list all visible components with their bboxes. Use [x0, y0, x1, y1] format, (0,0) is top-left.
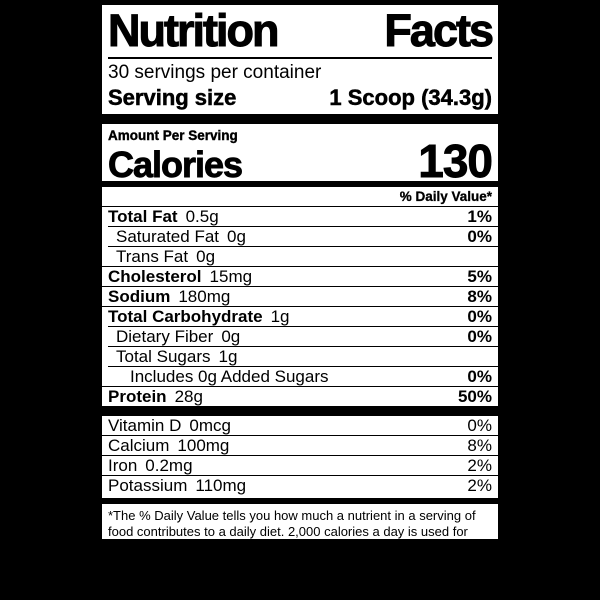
micronutrient-row-iron: Iron 0.2mg 2% — [102, 455, 498, 475]
nutrient-row-saturated-fat: Saturated Fat 0g 0% — [108, 226, 498, 246]
nutrient-name: Total Carbohydrate — [108, 307, 263, 326]
servings-per-container: 30 servings per container — [108, 62, 322, 83]
nutrient-row-total-carbohydrate: Total Carbohydrate 1g 0% — [102, 306, 498, 326]
separator-bar-thick-middle — [102, 406, 498, 416]
nutrient-name: Cholesterol — [108, 267, 202, 286]
nutrient-amount: 0.5g — [185, 207, 219, 226]
nutrient-name: Total Fat — [108, 207, 178, 226]
serving-size-value: 1 Scoop (34.3g) — [329, 85, 492, 111]
nutrient-row-cholesterol: Cholesterol 15mg 5% — [102, 266, 498, 286]
nutrient-amount: 15mg — [209, 267, 253, 286]
micronutrient-name: Calcium — [108, 436, 170, 455]
micronutrient-amount: 0mcg — [189, 416, 231, 435]
nutrient-amount: 0g — [196, 247, 216, 266]
separator-bar-footnote — [102, 498, 498, 504]
nutrient-name: Dietary Fiber — [116, 327, 214, 346]
micronutrient-name: Vitamin D — [108, 416, 182, 435]
daily-value-header: % Daily Value* — [399, 189, 493, 204]
nutrient-amount: 0g — [227, 227, 246, 246]
label-title: Nutrition Facts — [108, 5, 495, 56]
nutrient-percent: 50% — [457, 387, 492, 406]
micronutrient-name: Potassium — [108, 476, 188, 495]
nutrition-facts-label: Nutrition Facts 30 servings per containe… — [100, 3, 500, 541]
micronutrient-percent: 0% — [467, 416, 492, 435]
nutrient-name: Saturated Fat — [116, 227, 220, 246]
nutrient-percent: 1% — [467, 207, 492, 226]
nutrient-row-total-fat: Total Fat 0.5g 1% — [102, 206, 498, 226]
separator-bar-calories — [102, 181, 498, 187]
nutrient-amount: 0g — [221, 327, 241, 346]
nutrient-name: Protein — [108, 387, 167, 406]
amount-per-serving-label: Amount Per Serving — [108, 128, 238, 143]
nutrient-percent: 0% — [467, 307, 492, 326]
micronutrient-amount: 110mg — [195, 476, 247, 495]
nutrient-row-dietary-fiber: Dietary Fiber 0g 0% — [108, 326, 498, 346]
calories-label: Calories — [108, 144, 244, 185]
micronutrient-percent: 2% — [467, 476, 492, 495]
nutrient-name: Total Sugars — [116, 347, 211, 366]
nutrient-row-total-sugars: Total Sugars 1g — [108, 346, 498, 366]
nutrient-amount: 1g — [270, 307, 290, 326]
nutrient-percent: 0% — [467, 367, 492, 386]
nutrient-name: Sodium — [108, 287, 171, 306]
separator-bar-thick-top — [102, 114, 498, 124]
micronutrient-amount: 0.2mg — [145, 456, 193, 475]
nutrient-amount: 1g — [218, 347, 238, 366]
nutrient-percent: 0% — [467, 227, 492, 246]
calories-row: Calories 130 — [102, 135, 498, 187]
micronutrient-row-potassium: Potassium 110mg 2% — [102, 475, 498, 495]
nutrient-name: Includes 0g Added Sugars — [130, 367, 329, 386]
micronutrient-percent: 8% — [467, 436, 492, 455]
title-underline — [108, 57, 492, 59]
daily-value-footnote: *The % Daily Value tells you how much a … — [108, 508, 476, 539]
micronutrient-row-calcium: Calcium 100mg 8% — [102, 435, 498, 455]
nutrient-percent: 0% — [467, 327, 492, 346]
nutrient-row-added-sugars: Includes 0g Added Sugars 0% — [108, 366, 498, 386]
nutrient-row-protein: Protein 28g 50% — [102, 386, 498, 406]
nutrient-percent: 8% — [467, 287, 492, 306]
micronutrient-percent: 2% — [467, 456, 492, 475]
calories-value: 130 — [418, 135, 494, 187]
serving-size-row: Serving size 1 Scoop (34.3g) — [102, 84, 498, 114]
micronutrient-amount: 100mg — [177, 436, 230, 455]
micronutrient-name: Iron — [108, 456, 138, 475]
nutrient-row-trans-fat: Trans Fat 0g — [108, 246, 498, 266]
nutrient-amount: 180mg — [178, 287, 231, 306]
serving-size-label: Serving size — [108, 85, 237, 111]
nutrient-row-sodium: Sodium 180mg 8% — [102, 286, 498, 306]
nutrient-percent: 5% — [467, 267, 492, 286]
nutrient-amount: 28g — [174, 387, 203, 406]
micronutrient-row-vitamin-d: Vitamin D 0mcg 0% — [102, 416, 498, 435]
nutrient-name: Trans Fat — [116, 247, 189, 266]
